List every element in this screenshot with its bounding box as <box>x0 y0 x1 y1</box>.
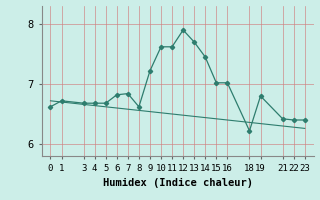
X-axis label: Humidex (Indice chaleur): Humidex (Indice chaleur) <box>103 178 252 188</box>
